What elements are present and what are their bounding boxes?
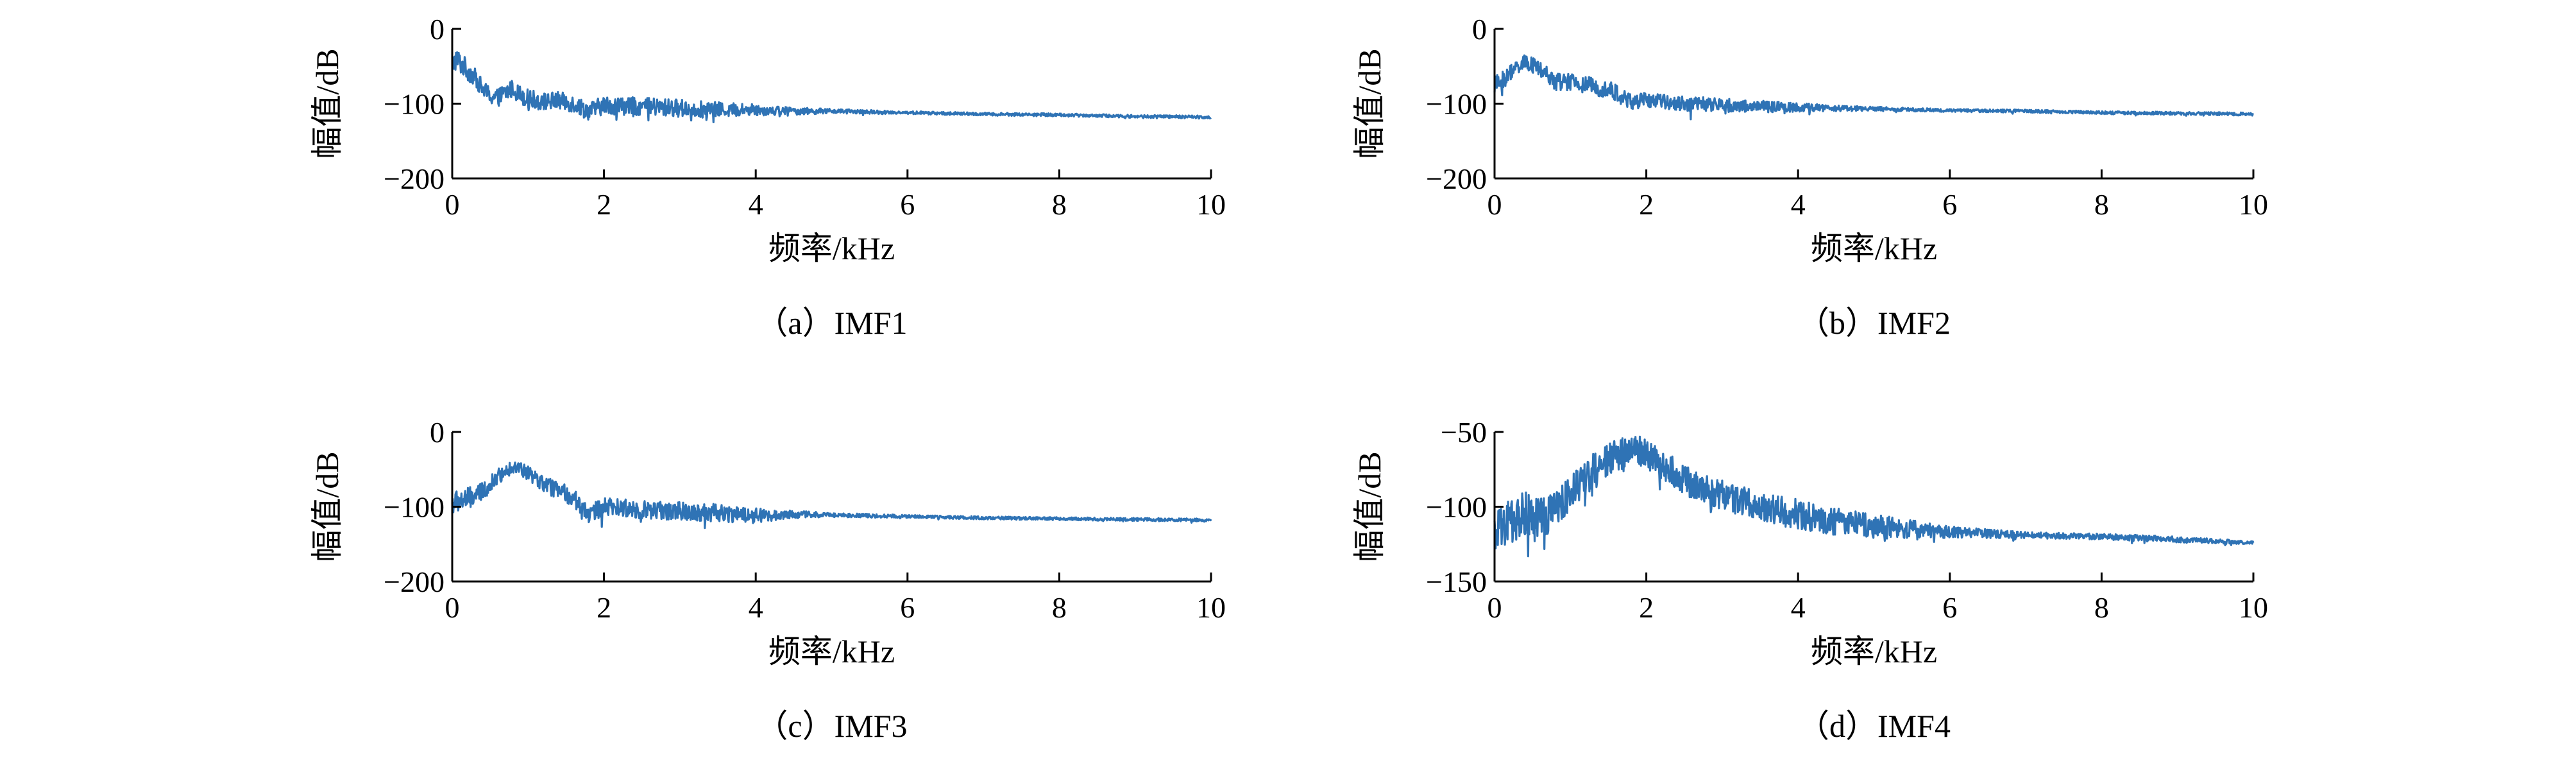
- chart-panel-3: 0 2 4 6 8 10 0 −100 −200 频率/kHz 幅值/dB （c）IMF3: [309, 416, 1226, 744]
- x-tick-label: 2: [1639, 591, 1654, 624]
- series-line: [1493, 435, 2255, 558]
- x-tick-label: 0: [445, 591, 460, 624]
- x-tick-label: 6: [1942, 591, 1957, 624]
- y-tick-label: −100: [1426, 491, 1487, 524]
- x-axis-label: 频率/kHz: [768, 230, 895, 266]
- x-tick-label: 0: [1487, 591, 1502, 624]
- x-tick-label: 2: [597, 591, 611, 624]
- y-tick-label: −50: [1441, 416, 1487, 449]
- x-tick-label: 2: [1639, 188, 1654, 221]
- y-tick-label: 0: [430, 416, 445, 449]
- x-tick-label: 6: [900, 591, 915, 624]
- x-tick-label: 6: [900, 188, 915, 221]
- x-tick-label: 4: [1791, 188, 1806, 221]
- y-tick-label: 0: [430, 13, 445, 46]
- series-line: [1493, 54, 2254, 121]
- x-tick-label: 4: [749, 591, 763, 624]
- chart-panel-2: 0 2 4 6 8 10 0 −100 −200 频率/kHz 幅值/dB （b）IMF2: [1352, 13, 2268, 341]
- y-tick-label: −200: [384, 162, 445, 195]
- x-axis-label: 频率/kHz: [1811, 633, 1937, 669]
- x-tick-label: 4: [749, 188, 763, 221]
- chart-panel-1: 0 2 4 6 8 10 0 −100 −200 频率/kHz 幅值/dB （a）IMF1: [309, 13, 1226, 341]
- series-line: [451, 51, 1212, 123]
- x-tick-label: 0: [445, 188, 460, 221]
- x-tick-label: 6: [1942, 188, 1957, 221]
- x-tick-label: 10: [1196, 591, 1226, 624]
- x-axis-label: 频率/kHz: [1811, 230, 1937, 266]
- y-tick-label: −150: [1426, 565, 1487, 598]
- x-tick-label: 4: [1791, 591, 1806, 624]
- y-tick-label: −100: [384, 88, 445, 121]
- x-axis-label: 频率/kHz: [768, 633, 895, 669]
- x-tick-label: 0: [1487, 188, 1502, 221]
- y-tick-label: −200: [1426, 162, 1487, 195]
- panel-caption: （d）IMF4: [1797, 708, 1951, 744]
- x-tick-label: 8: [1052, 188, 1067, 221]
- x-tick-label: 2: [597, 188, 611, 221]
- y-axis-label: 幅值/dB: [309, 451, 345, 562]
- y-axis-label: 幅值/dB: [309, 48, 345, 159]
- y-tick-label: 0: [1472, 13, 1487, 46]
- x-tick-label: 8: [1052, 591, 1067, 624]
- panel-caption: （b）IMF2: [1797, 305, 1951, 341]
- x-tick-label: 10: [1196, 188, 1226, 221]
- x-tick-label: 10: [2239, 591, 2268, 624]
- x-tick-label: 10: [2239, 188, 2268, 221]
- y-axis-label: 幅值/dB: [1352, 48, 1387, 159]
- y-tick-label: −100: [384, 491, 445, 524]
- panel-caption: （a）IMF1: [756, 305, 907, 341]
- x-tick-label: 8: [2094, 591, 2109, 624]
- panel-caption: （c）IMF3: [756, 708, 907, 744]
- chart-panel-4: 0 2 4 6 8 10 −50 −100 −150 频率/kHz 幅值/dB （d）IMF4: [1352, 416, 2268, 744]
- series-line: [451, 461, 1212, 530]
- x-tick-label: 8: [2094, 188, 2109, 221]
- y-tick-label: −100: [1426, 88, 1487, 121]
- y-axis-label: 幅值/dB: [1352, 451, 1387, 562]
- y-tick-label: −200: [384, 565, 445, 598]
